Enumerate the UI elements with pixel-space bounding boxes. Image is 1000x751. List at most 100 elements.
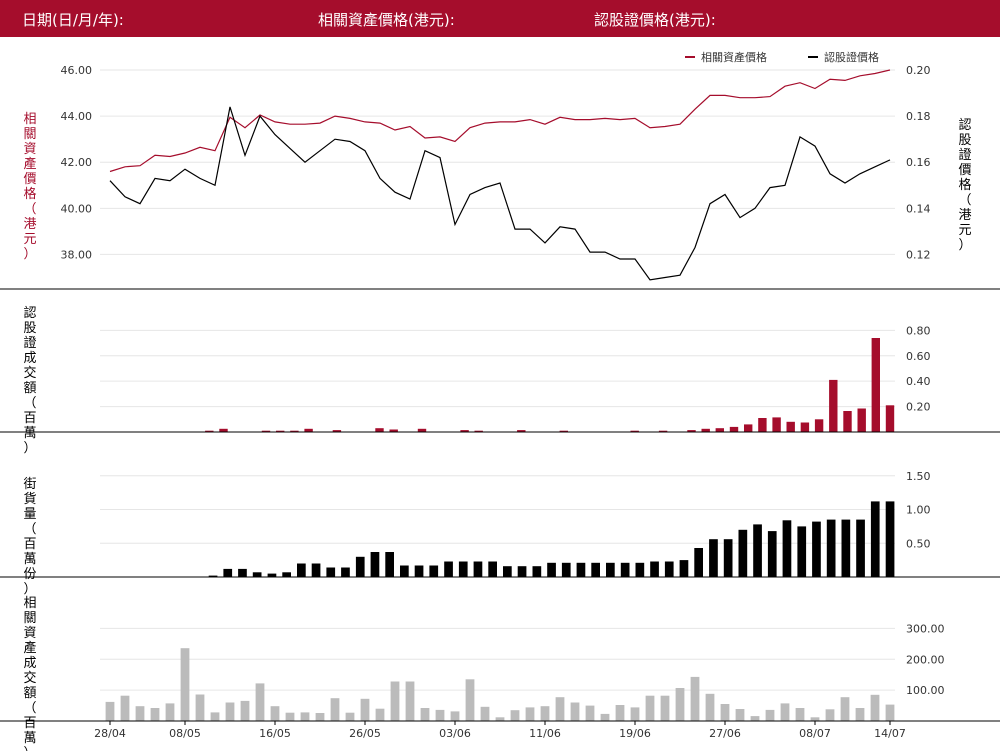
x-tick-label: 26/05 <box>349 727 381 740</box>
bar <box>701 428 710 432</box>
bar <box>120 695 130 721</box>
bar <box>400 565 409 577</box>
bar <box>435 709 445 721</box>
bar <box>532 566 542 577</box>
bar <box>870 694 880 721</box>
bar <box>635 562 645 577</box>
header-bar: 日期(日/月/年): 相關資產價格(港元): 認股證價格(港元): <box>0 0 1000 37</box>
bar <box>561 562 571 577</box>
bar <box>276 430 285 432</box>
bar <box>870 501 880 577</box>
bar <box>267 573 277 577</box>
bar <box>205 430 214 432</box>
bar <box>814 419 824 432</box>
y-tick-label: 100.00 <box>906 684 945 697</box>
bar <box>311 563 321 577</box>
bar <box>390 681 400 721</box>
bar <box>285 712 295 721</box>
bar <box>885 704 895 721</box>
bar <box>429 565 439 577</box>
bar <box>510 710 520 721</box>
bar <box>465 679 475 721</box>
bar <box>389 429 398 432</box>
bar <box>720 704 730 721</box>
bar <box>738 529 748 578</box>
bar <box>797 526 807 577</box>
bar <box>195 694 205 721</box>
bar <box>871 338 880 432</box>
x-tick-label: 28/04 <box>94 727 126 740</box>
bar <box>843 411 852 432</box>
right-y-tick-label: 0.14 <box>906 202 931 215</box>
bar <box>225 702 235 721</box>
bar <box>290 430 299 432</box>
bar <box>630 430 639 432</box>
bar <box>540 706 550 721</box>
bar <box>355 556 365 578</box>
bar <box>444 561 453 577</box>
bar <box>555 697 565 721</box>
bar <box>210 712 220 721</box>
bar <box>675 688 685 721</box>
bar <box>458 561 468 577</box>
bar <box>591 562 600 577</box>
bar <box>315 713 325 721</box>
bar <box>495 717 505 721</box>
y-tick-label: 300.00 <box>906 622 945 635</box>
bar <box>525 707 535 721</box>
bar <box>223 568 233 577</box>
bar <box>735 709 745 721</box>
left-y-tick-label: 42.00 <box>61 156 93 169</box>
y-tick-label: 0.80 <box>906 324 931 337</box>
bar <box>385 552 394 577</box>
bar <box>658 430 668 432</box>
left-axis-label: 相關資產價格（港元） <box>23 112 36 262</box>
bar <box>585 705 595 721</box>
bar <box>620 562 630 577</box>
bar <box>559 430 568 432</box>
x-tick-label: 27/06 <box>709 727 741 740</box>
y-tick-label: 200.00 <box>906 653 945 666</box>
bar <box>786 421 795 432</box>
bar <box>795 708 805 721</box>
bar <box>780 703 790 721</box>
bar <box>180 648 190 721</box>
bar <box>744 424 753 432</box>
bar <box>414 565 424 577</box>
bar <box>615 705 625 721</box>
bar <box>165 703 175 721</box>
bar <box>304 428 313 432</box>
bar <box>856 519 865 577</box>
x-tick-label: 03/06 <box>439 727 471 740</box>
bar <box>341 567 350 577</box>
bar <box>473 561 483 577</box>
bar <box>480 706 490 721</box>
bar <box>300 712 310 721</box>
bar <box>332 430 342 432</box>
bar <box>450 711 460 721</box>
bar <box>375 708 385 721</box>
bar <box>474 430 483 432</box>
bar <box>772 417 781 432</box>
bar <box>857 408 866 432</box>
y-tick-label: 1.00 <box>906 504 931 517</box>
y-tick-label: 0.50 <box>906 537 931 550</box>
y-tick-label: 1.50 <box>906 470 931 483</box>
underlying-price-label: 相關資產價格(港元): <box>318 11 455 29</box>
bar <box>705 693 715 721</box>
bar <box>812 521 821 577</box>
y-tick-label: 0.20 <box>906 401 931 414</box>
bar <box>829 379 838 432</box>
bar <box>729 426 739 432</box>
bar <box>517 430 526 432</box>
bar <box>826 519 836 577</box>
axis-label: 相關資產成交額（百萬） <box>23 596 36 751</box>
bar <box>326 567 336 577</box>
bar <box>570 702 580 721</box>
right-y-tick-label: 0.20 <box>906 64 931 77</box>
bar <box>517 566 527 577</box>
warrant-price-line <box>109 106 891 281</box>
y-tick-label: 0.40 <box>906 375 931 388</box>
bar <box>841 519 851 577</box>
bar <box>600 713 610 721</box>
